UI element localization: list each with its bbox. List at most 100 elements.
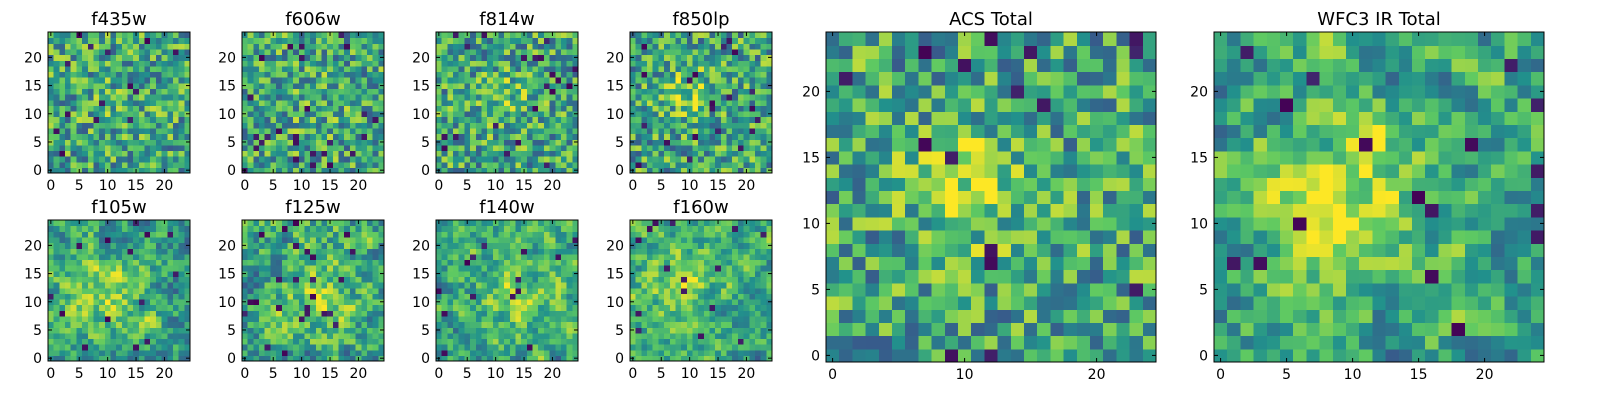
heatmap-cell [675,167,682,174]
heatmap-cell [167,220,174,227]
heatmap-cell [344,139,351,146]
heatmap-cell [720,276,728,283]
heatmap-cell [732,321,739,328]
heatmap-cell [737,327,745,334]
heatmap-cell [144,270,151,277]
heatmap-cell [338,139,345,146]
heatmap-cell [344,144,351,152]
heatmap-cell [572,236,579,244]
heatmap-cell [304,110,311,118]
heatmap-cell [709,344,716,351]
heatmap-cell [453,332,460,340]
heatmap-cell [453,110,460,118]
heatmap-cell [53,94,60,101]
heatmap-cell [470,349,477,356]
heatmap-cell [276,105,283,112]
heatmap-cell [453,225,460,232]
heatmap-cell [332,220,340,227]
heatmap-cell [515,310,522,317]
heatmap-cell [150,139,157,146]
heatmap-cell [686,77,694,84]
heatmap-cell [521,225,528,232]
heatmap-cell [441,105,448,112]
heatmap-cell [93,77,100,84]
heatmap-cell [732,105,739,112]
heatmap-cell [344,236,351,244]
heatmap-cell [48,105,55,112]
heatmap-cell [332,327,340,334]
heatmap-cell [259,236,266,244]
heatmap-cell [436,282,443,289]
heatmap-cell [720,156,728,163]
heatmap-cell [87,37,95,44]
heatmap-cell [253,321,260,328]
heatmap-cell [658,282,665,289]
heatmap-cell [652,139,659,146]
heatmap-cell [53,242,60,249]
heatmap-cell [652,349,659,356]
heatmap-cell [93,37,100,44]
heatmap-cell [686,105,694,112]
heatmap-cell [161,105,168,112]
heatmap-cell [658,127,665,135]
heatmap-cell [259,344,266,351]
heatmap-cell [332,270,340,277]
heatmap-cell [526,150,534,157]
heatmap-cell [150,332,157,340]
heatmap-cell [87,344,95,351]
heatmap-cell [458,298,465,306]
heatmap-cell [475,88,483,95]
heatmap-cell [703,293,711,300]
heatmap-cell [487,231,494,238]
heatmap-cell [372,65,379,73]
heatmap-cell [110,344,117,351]
heatmap-cell [253,94,260,101]
heatmap-cell [749,48,756,56]
heatmap-cell [470,248,477,255]
heatmap-cell [87,355,95,362]
heatmap-cell [310,88,317,95]
heatmap-cell [253,105,260,112]
heatmap-cell [560,248,568,255]
y-tick-label: 0 [227,163,236,179]
heatmap-cell [104,71,112,78]
heatmap-cell [378,332,385,340]
heatmap-cell [475,37,483,44]
heatmap-cell [99,88,106,95]
heatmap-cell [635,355,642,362]
heatmap-cell [441,99,448,106]
heatmap-cell [453,270,460,277]
heatmap-cell [372,315,379,323]
heatmap-cell [116,60,123,67]
heatmap-cell [669,37,677,44]
heatmap-cell [121,167,129,174]
heatmap-cell [281,355,289,362]
heatmap-cell [543,276,551,283]
heatmap-cell [48,133,55,140]
heatmap-cell [566,259,573,266]
heatmap-cell [172,344,180,351]
heatmap-cell [572,144,579,152]
heatmap-cell [703,344,711,351]
heatmap-cell [127,253,134,261]
heatmap-cell [70,242,77,249]
heatmap-cell [538,287,545,294]
heatmap-cell [543,167,551,174]
heatmap-cell [264,122,271,129]
heatmap-cell [703,349,711,356]
heatmap-cell [338,344,345,351]
heatmap-cell [675,327,682,334]
heatmap-cell [526,355,534,362]
heatmap-cell [76,133,83,140]
heatmap-cell [150,310,157,317]
heatmap-cell [116,43,123,50]
heatmap-cell [133,310,140,317]
heatmap-cell [315,248,323,255]
heatmap-cell [93,105,100,112]
heatmap-cell [133,99,140,106]
heatmap-cell [315,144,323,152]
heatmap-cell [566,82,573,89]
heatmap-cell [93,71,100,78]
heatmap-cell [470,220,477,227]
heatmap-cell [754,321,762,328]
